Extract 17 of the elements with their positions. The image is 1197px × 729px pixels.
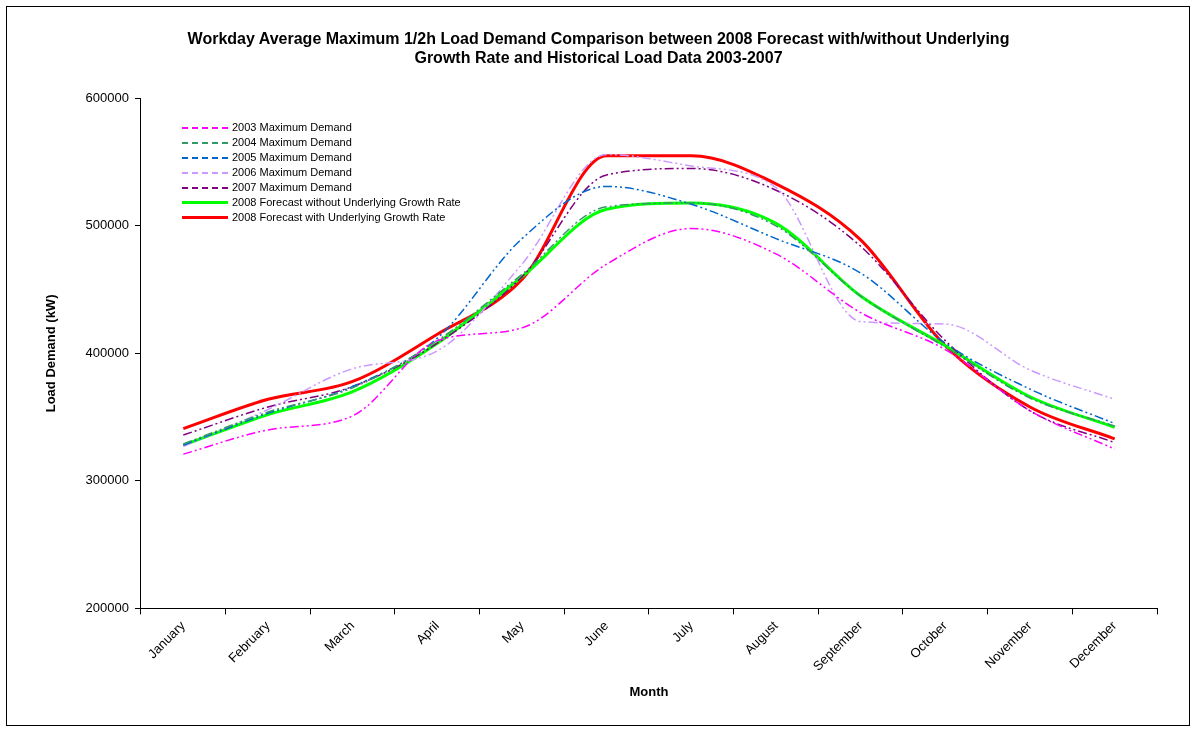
legend-label: 2005 Maximum Demand [232,150,352,165]
legend-label: 2004 Maximum Demand [232,135,352,150]
y-tick-label: 500000 [85,217,129,233]
y-tick-label: 600000 [85,89,129,105]
x-axis-title: Month [629,683,669,699]
y-axis-title: Load Demand (kW) [43,294,59,413]
legend-label: 2007 Maximum Demand [232,180,352,195]
chart-title: Workday Average Maximum 1/2h Load Demand Comparison between 2008 Forecast with/without Underlying Growth Rate and Historical Load Data 2003-2007 [187,30,1010,67]
x-tick-label: July [669,617,697,645]
y-tick-label: 200000 [85,599,129,615]
legend-label: 2008 Forecast with Underlying Growth Rate [232,210,446,225]
y-tick-label: 300000 [85,472,129,488]
legend-label: 2008 Forecast without Underlying Growth Rate [232,195,461,210]
x-tick-label: May [498,617,527,646]
y-tick-label: 400000 [85,344,129,360]
legend-label: 2003 Maximum Demand [232,120,352,135]
legend-label: 2006 Maximum Demand [232,165,352,180]
